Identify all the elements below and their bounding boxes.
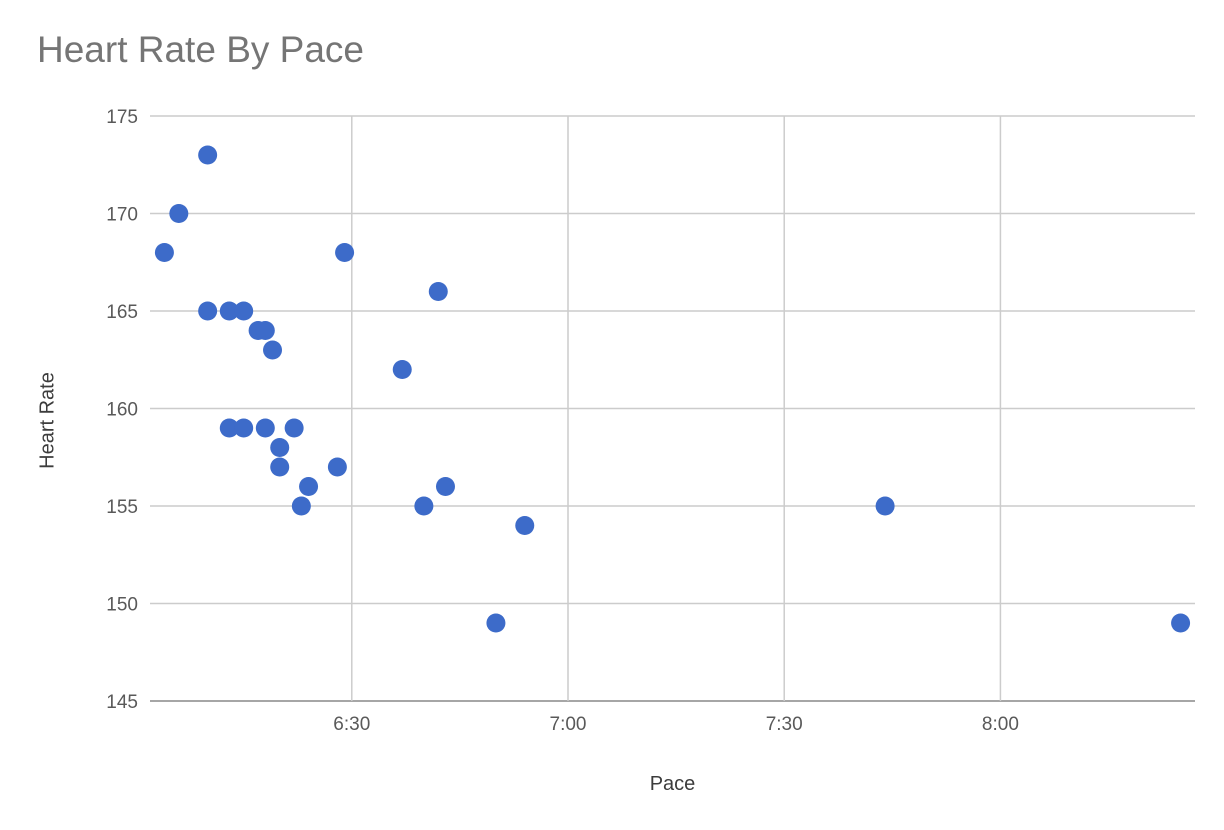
chart-title: Heart Rate By Pace [37, 29, 364, 70]
y-tick-label: 165 [106, 302, 138, 323]
data-point [154, 243, 174, 262]
y-tick-label: 170 [106, 205, 138, 226]
data-point [335, 243, 355, 262]
data-point [327, 457, 347, 477]
data-point [284, 418, 304, 438]
data-point [428, 282, 448, 301]
y-tick-label: 150 [106, 595, 138, 616]
data-point [299, 477, 319, 496]
y-tick-label: 160 [106, 400, 138, 421]
data-point [291, 496, 311, 516]
data-point [392, 360, 412, 379]
data-point [169, 204, 189, 223]
data-point [435, 477, 455, 496]
x-tick-label: 6:30 [333, 714, 370, 735]
data-point [270, 457, 290, 477]
data-point [270, 438, 290, 457]
data-point [875, 496, 895, 516]
y-tick-label: 175 [106, 107, 138, 128]
data-point [198, 145, 218, 165]
x-axis-title: Pace [649, 773, 696, 795]
x-tick-label: 7:00 [550, 714, 587, 735]
data-point [263, 340, 283, 360]
data-point [255, 418, 275, 438]
data-point [198, 301, 218, 321]
x-tick-label: 7:30 [766, 714, 803, 735]
data-point [1171, 613, 1191, 633]
data-point [414, 496, 434, 516]
data-point [515, 516, 535, 535]
data-point [219, 418, 239, 438]
y-axis-title: Heart Rate [36, 372, 59, 469]
data-point [234, 418, 254, 438]
y-tick-label: 145 [106, 692, 138, 713]
data-point [486, 613, 506, 633]
x-tick-label: 8:00 [982, 714, 1019, 735]
data-point [219, 301, 239, 321]
data-point [234, 301, 254, 321]
data-point [255, 321, 275, 340]
y-tick-label: 155 [106, 497, 138, 518]
